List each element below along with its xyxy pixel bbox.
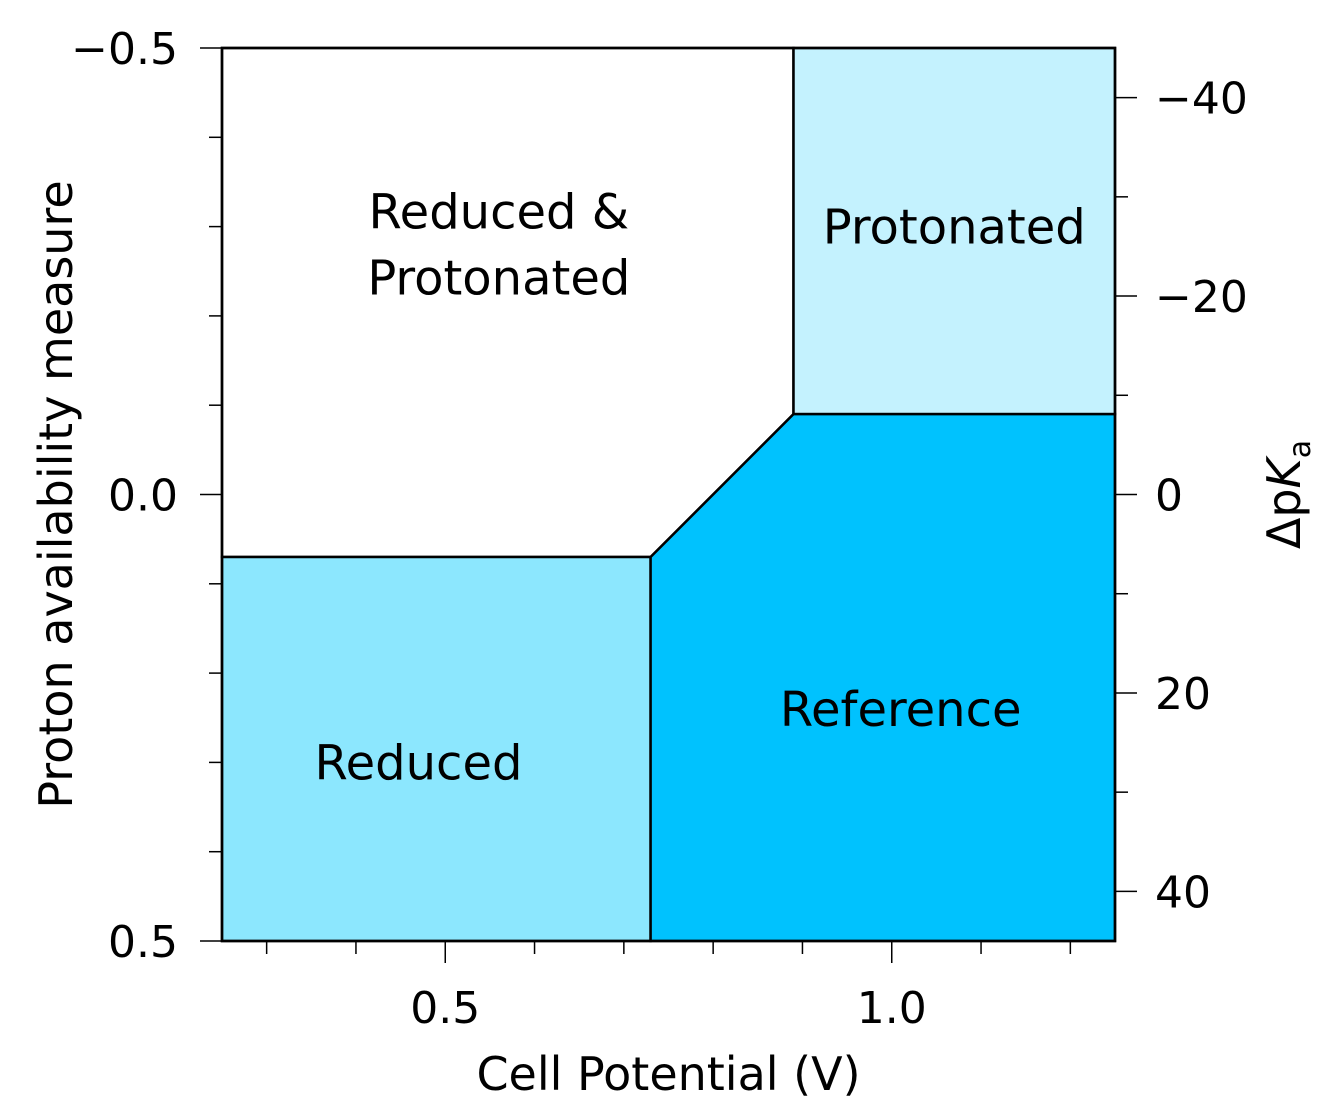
regions-layer xyxy=(220,46,1117,943)
y-tick-label: −0.5 xyxy=(71,24,178,75)
region-label-line: Reduced xyxy=(314,735,522,791)
region-label-line: Protonated xyxy=(823,200,1086,256)
region-label-line: Protonated xyxy=(367,250,630,306)
y2-axis-title-italic: K xyxy=(1257,454,1311,488)
region-label-reference: Reference xyxy=(780,682,1022,738)
region-labels-layer: Reduced & Protonated Protonated Reduced Refe… xyxy=(314,184,1085,791)
y2-tick-label: 40 xyxy=(1155,867,1211,918)
y2-tick-label: 20 xyxy=(1155,669,1211,720)
y2-tick-label: 0 xyxy=(1155,471,1183,522)
y2-axis-title: ΔpKa xyxy=(1257,440,1318,549)
y-axis-title: Proton availability measure xyxy=(29,180,83,808)
region-label-protonated: Protonated xyxy=(823,200,1086,256)
y2-axis-title-prefix: Δp xyxy=(1257,488,1311,549)
region-label-reduced-protonated: Reduced & Protonated xyxy=(367,184,630,306)
x-tick-label: 0.5 xyxy=(410,983,480,1034)
tick-labels-layer: 0.5 1.0 −0.5 0.0 0.5 −40 −20 0 20 40 xyxy=(71,24,1248,1034)
y2-tick-label: −40 xyxy=(1155,74,1248,125)
y2-axis-title-sub: a xyxy=(1283,440,1318,458)
x-axis-title: Cell Potential (V) xyxy=(476,1047,860,1101)
region-label-line: Reference xyxy=(780,682,1022,738)
y2-tick-label: −20 xyxy=(1155,272,1248,323)
y-tick-label: 0.5 xyxy=(108,917,178,968)
region-label-line: Reduced & xyxy=(368,184,629,240)
x-tick-label: 1.0 xyxy=(857,983,927,1034)
ticks-layer xyxy=(200,47,1137,963)
region-reference xyxy=(649,412,1117,943)
region-label-reduced: Reduced xyxy=(314,735,522,791)
y-tick-label: 0.0 xyxy=(108,471,178,522)
